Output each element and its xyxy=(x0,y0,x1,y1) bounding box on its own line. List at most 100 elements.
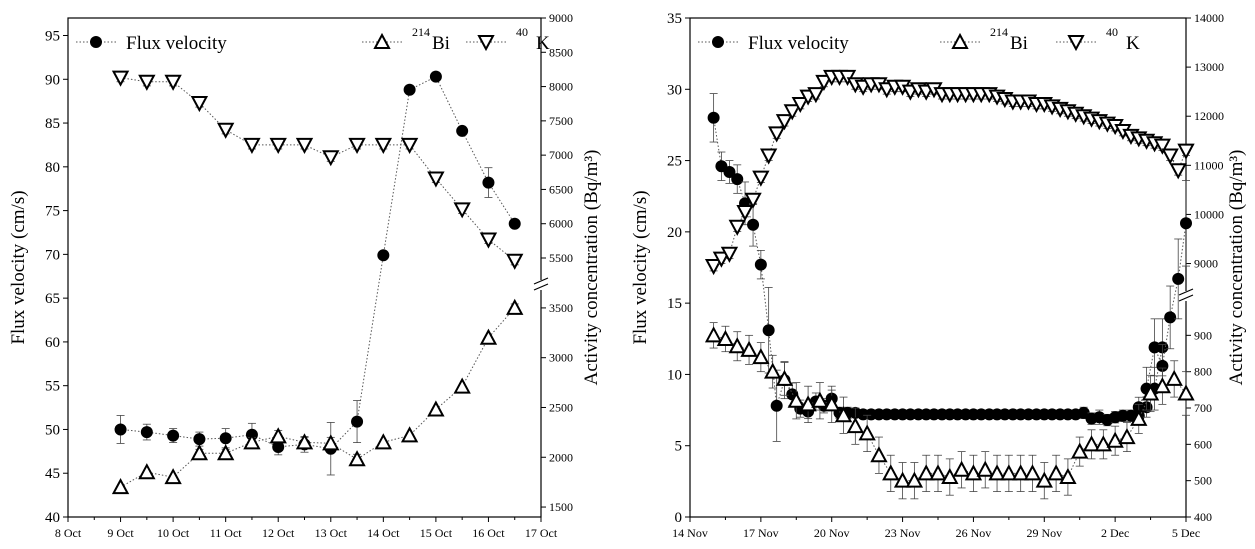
data-point-triangle-up xyxy=(740,340,758,357)
x-tick-label: 9 Oct xyxy=(107,526,134,540)
data-point-triangle-down xyxy=(453,202,471,219)
data-point-triangle-down xyxy=(783,104,801,121)
data-point-triangle-up xyxy=(823,395,841,412)
y2-tick-label: 8000 xyxy=(549,80,573,94)
y2-tick-label: 2000 xyxy=(549,450,573,464)
data-point-triangle-up xyxy=(348,450,366,467)
data-point-triangle-up xyxy=(752,348,770,365)
data-point-triangle-down xyxy=(1153,138,1172,155)
axis-break-mark xyxy=(1178,294,1194,302)
legend-superscript: 214 xyxy=(412,25,430,39)
y2-axis-label: Activity concentration (Bq/m³) xyxy=(581,150,602,386)
y-tick-label: 15 xyxy=(667,296,682,312)
data-point-triangle-down xyxy=(1169,163,1187,180)
x-tick-label: 10 Oct xyxy=(157,526,190,540)
y-tick-label: 40 xyxy=(45,510,60,526)
legend-label: K xyxy=(536,33,550,54)
data-point-triangle-down xyxy=(1177,143,1195,160)
data-point-circle xyxy=(140,426,153,439)
y-tick-label: 30 xyxy=(667,82,682,98)
data-point-triangle-up xyxy=(1059,467,1077,485)
data-point-circle xyxy=(508,217,521,230)
y-tick-label: 70 xyxy=(45,247,60,263)
legend-label: Flux velocity xyxy=(126,33,227,54)
y-tick-label: 55 xyxy=(45,379,60,395)
data-point-circle xyxy=(272,440,285,453)
y-tick-label: 25 xyxy=(667,154,682,170)
legend-label: K xyxy=(1126,33,1140,54)
y-tick-label: 45 xyxy=(45,466,60,482)
y2-tick-label: 10000 xyxy=(1194,207,1224,221)
y2-tick-label: 800 xyxy=(1194,365,1212,379)
data-point-triangle-up xyxy=(1047,464,1065,481)
data-point-triangle-up xyxy=(787,391,805,408)
y2-tick-label: 13000 xyxy=(1194,60,1224,74)
x-tick-label: 11 Oct xyxy=(210,526,243,540)
data-point-triangle-up xyxy=(400,426,419,443)
data-point-triangle-up xyxy=(728,337,746,354)
data-point-circle xyxy=(429,70,442,83)
data-point-triangle-up xyxy=(834,406,853,423)
y2-tick-label: 400 xyxy=(1194,510,1212,524)
data-point-triangle-down xyxy=(506,253,524,270)
data-point-triangle-up xyxy=(1094,435,1113,452)
y2-tick-label: 3000 xyxy=(549,351,573,365)
data-point-triangle-up xyxy=(1130,409,1148,426)
series-circle xyxy=(114,70,521,476)
axis-break-gap xyxy=(535,280,547,290)
series-triangle-down xyxy=(111,70,524,270)
data-point-circle xyxy=(754,258,767,271)
data-point-triangle-up xyxy=(373,32,391,49)
y-tick-label: 0 xyxy=(675,510,683,526)
x-tick-label: 12 Oct xyxy=(262,526,295,540)
data-point-circle xyxy=(403,83,416,96)
data-point-triangle-down xyxy=(736,204,754,222)
data-point-triangle-up xyxy=(858,424,876,441)
data-point-triangle-up xyxy=(1000,464,1018,481)
series-line xyxy=(120,77,516,262)
data-point-circle xyxy=(1180,217,1192,230)
data-point-triangle-up xyxy=(1011,464,1030,481)
axis-break-mark xyxy=(533,277,549,285)
data-point-triangle-down xyxy=(712,251,731,268)
data-point-triangle-down xyxy=(728,219,746,236)
x-tick-label: 29 Nov xyxy=(1026,526,1062,540)
data-point-triangle-up xyxy=(269,427,287,444)
y2-axis-label: Activity concentration (Bq/m³) xyxy=(1226,150,1247,386)
y2-tick-label: 600 xyxy=(1194,437,1212,451)
y2-tick-label: 500 xyxy=(1194,474,1212,488)
data-point-triangle-down xyxy=(243,137,261,154)
y-tick-label: 75 xyxy=(45,204,60,220)
data-point-triangle-down xyxy=(374,137,393,154)
data-point-circle xyxy=(707,111,720,124)
x-tick-label: 17 Oct xyxy=(525,526,558,540)
x-tick-label: 15 Oct xyxy=(420,526,453,540)
x-tick-label: 13 Oct xyxy=(315,526,348,540)
data-point-triangle-up xyxy=(882,464,900,481)
data-point-triangle-up xyxy=(775,369,794,386)
y-tick-label: 80 xyxy=(45,160,60,176)
data-point-triangle-up xyxy=(111,478,130,495)
data-point-circle xyxy=(731,173,744,186)
data-point-triangle-up xyxy=(1118,427,1136,445)
data-point-triangle-down xyxy=(759,148,778,165)
data-point-circle xyxy=(482,176,495,189)
data-point-triangle-down xyxy=(138,74,156,91)
x-tick-label: 2 Dec xyxy=(1101,526,1129,540)
data-point-triangle-down xyxy=(791,96,809,114)
right-chart-panel: 14 Nov 17 Nov 20 Nov 23 Nov 26 Nov 29 Nov 2 De… xyxy=(630,11,1247,540)
data-point-triangle-up xyxy=(964,464,983,481)
y2-tick-label: 12000 xyxy=(1194,109,1224,123)
data-point-triangle-up xyxy=(811,391,829,408)
data-point-triangle-up xyxy=(1106,431,1124,448)
data-point-triangle-down xyxy=(111,70,130,87)
data-point-triangle-up xyxy=(216,444,235,461)
x-tick-label: 8 Oct xyxy=(55,526,82,540)
data-point-triangle-up xyxy=(976,460,994,477)
data-point-triangle-down xyxy=(744,192,762,209)
legend-label: Bi xyxy=(432,33,450,54)
data-point-triangle-up xyxy=(716,329,735,346)
y-tick-label: 60 xyxy=(45,335,60,351)
y2-tick-label: 6500 xyxy=(549,182,573,196)
